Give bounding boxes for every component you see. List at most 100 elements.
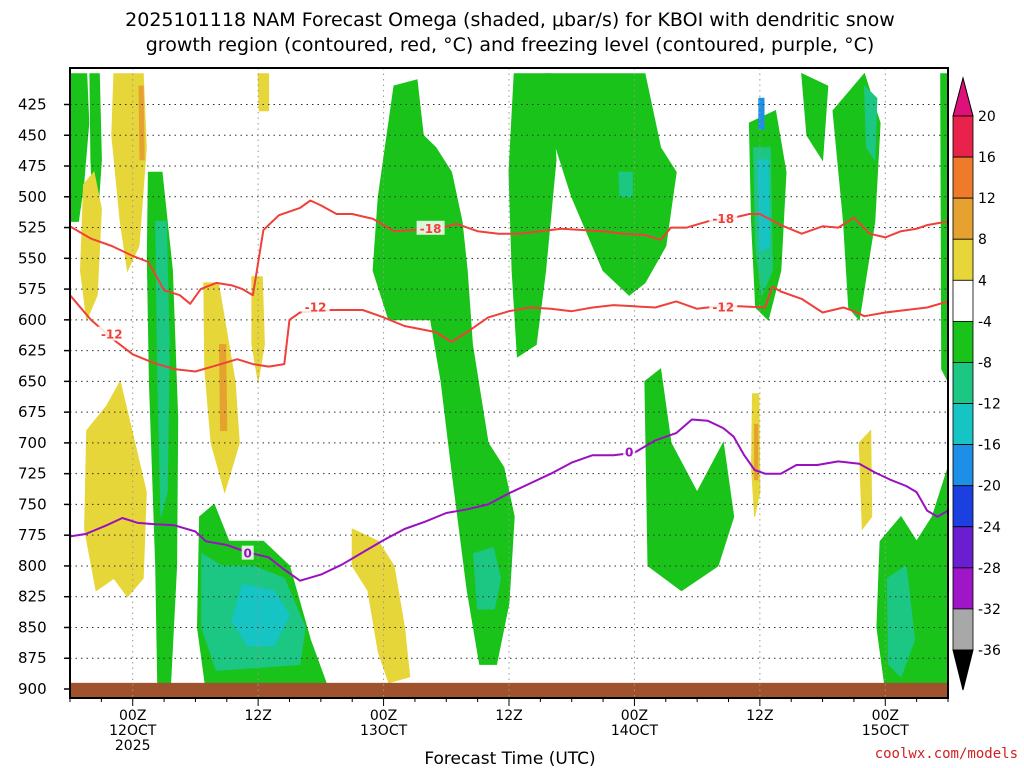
x-tick-label-66-1: 12Z	[746, 708, 773, 724]
colorbar-label-5: -4	[978, 314, 992, 330]
colorbar-label-12: -32	[978, 602, 1001, 618]
omega-region-4-29	[351, 528, 411, 684]
colorbar-swatch-9	[952, 485, 974, 528]
omega-region-8-32	[138, 85, 145, 161]
contour-label-bg-0	[97, 326, 126, 341]
colorbar-label-9: -20	[978, 479, 1001, 495]
contour-label-bg-3	[416, 220, 445, 235]
omega-region-neg4-6	[545, 73, 677, 296]
colorbar-swatch-0	[952, 115, 974, 158]
y-tick-label-725: 725	[18, 465, 47, 483]
omega-region-neg4-9	[801, 72, 829, 162]
contour-label-bg-6	[623, 444, 636, 459]
colorbar-swatch-12	[952, 608, 974, 651]
contour-label-bg-1	[301, 299, 330, 314]
x-tick-label-18-1: 12Z	[244, 708, 271, 724]
omega-region-neg8-14	[472, 546, 502, 610]
y-tick-label-700: 700	[18, 434, 47, 452]
y-tick-label-625: 625	[18, 342, 47, 360]
x-tick-label-54-2: 14OCT	[611, 723, 659, 739]
x-axis-title: Forecast Time (UTC)	[424, 749, 595, 768]
omega-region-8-34	[754, 423, 759, 481]
contour-label-5: 0	[244, 547, 252, 561]
contour-freezing-0-2	[70, 418, 948, 582]
colorbar-swatch-4	[952, 279, 974, 322]
y-axis: 425 450 475 500 525 550 575 600 625 650 675 700 725 7…	[18, 96, 70, 698]
omega-shading-layer	[70, 72, 948, 690]
x-tick-label-6-3: 2025	[115, 738, 151, 754]
omega-region-neg4-4	[372, 79, 515, 665]
colorbar-swatch-3	[952, 238, 974, 281]
contour-label-0: -12	[101, 328, 123, 342]
colorbar-label-10: -24	[978, 520, 1001, 536]
contour-label-bg-4	[709, 210, 738, 225]
contour-label-4: -18	[712, 212, 734, 226]
x-tick-label-6-2: 12OCT	[109, 723, 157, 739]
chart-title-line-1: 2025101118 NAM Forecast Omega (shaded, μ…	[125, 9, 895, 31]
y-tick-label-750: 750	[18, 495, 47, 513]
x-tick-label-30-1: 00Z	[370, 708, 397, 724]
y-tick-label-475: 475	[18, 157, 47, 175]
colorbar-label-4: 4	[978, 273, 987, 289]
y-tick-label-550: 550	[18, 249, 47, 267]
colorbar-swatch-11	[952, 567, 974, 610]
contour-label-2: -12	[712, 301, 734, 315]
grid-layer	[70, 68, 948, 698]
colorbar-label-0: 20	[978, 109, 996, 125]
colorbar-swatch-2	[952, 197, 974, 240]
colorbar-swatch-1	[952, 156, 974, 199]
credit-text: coolwx.com/models	[875, 746, 1018, 762]
omega-region-neg4-7	[644, 368, 735, 592]
colorbar-label-7: -12	[978, 397, 1001, 413]
contour-label-6: 0	[625, 446, 633, 460]
omega-region-neg12-21	[757, 159, 770, 254]
colorbar-bottom-arrow	[952, 649, 974, 691]
omega-region-8-33	[218, 344, 228, 432]
colorbar-label-1: 16	[978, 150, 996, 166]
contour-label-bg-2	[709, 299, 738, 314]
colorbar-label-11: -28	[978, 561, 1001, 577]
colorbar-swatch-10	[952, 526, 974, 569]
omega-region-4-23	[79, 171, 102, 322]
colorbar-swatch-5	[952, 320, 974, 363]
colorbar-swatch-7	[952, 403, 974, 446]
contour-label-1: -12	[305, 301, 327, 315]
contour-dendritic-neg12-0	[70, 285, 948, 373]
y-tick-label-850: 850	[18, 618, 47, 636]
colorbar-label-13: -36	[978, 643, 1001, 659]
x-tick-label-78-2: 15OCT	[862, 723, 910, 739]
omega-region-neg4-12	[940, 73, 948, 382]
colorbar-label-2: 12	[978, 191, 996, 207]
chart-title-line-2: growth region (contoured, red, °C) and f…	[146, 34, 875, 56]
colorbar-swatch-8	[952, 444, 974, 487]
y-tick-label-575: 575	[18, 280, 47, 298]
colorbar-label-3: 8	[978, 232, 987, 248]
x-tick-label-42-1: 12Z	[495, 708, 522, 724]
contour-layer	[70, 199, 948, 582]
colorbar-label-8: -16	[978, 438, 1001, 454]
omega-region-neg16-22	[758, 97, 765, 130]
omega-region-neg8-19	[618, 171, 633, 198]
y-tick-label-600: 600	[18, 311, 47, 329]
colorbar-label-6: -8	[978, 355, 992, 371]
x-tick-label-54-1: 00Z	[621, 708, 648, 724]
y-tick-label-425: 425	[18, 96, 47, 114]
colorbar-swatch-6	[952, 362, 974, 404]
y-tick-label-825: 825	[18, 588, 47, 606]
omega-region-neg12-20	[231, 583, 291, 647]
contour-dendritic-neg18-1	[70, 199, 948, 305]
y-tick-label-525: 525	[18, 219, 47, 237]
contour-label-bg-5	[241, 545, 254, 560]
y-tick-label-450: 450	[18, 126, 47, 144]
omega-region-neg8-17	[886, 565, 916, 678]
contour-label-layer: -12 -12 -12 -18 -18 0 0	[97, 210, 738, 561]
y-tick-label-875: 875	[18, 649, 47, 667]
omega-region-4-25	[84, 380, 147, 598]
x-tick-label-30-2: 13OCT	[360, 723, 408, 739]
colorbar-top-arrow	[952, 76, 974, 117]
omega-region-neg8-15	[155, 220, 170, 517]
y-tick-label-900: 900	[18, 680, 47, 698]
omega-region-4-28	[257, 73, 270, 112]
